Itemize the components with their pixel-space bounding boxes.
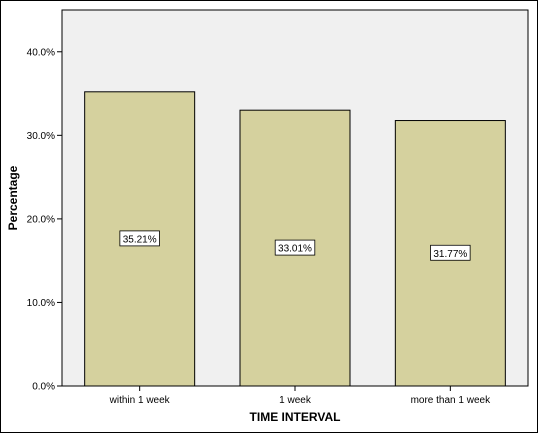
x-axis: within 1 week 1 week more than 1 week [109,386,491,406]
x-axis-title: TIME INTERVAL [250,410,341,424]
data-label-box [430,244,471,261]
x-tick-label: more than 1 week [411,395,491,406]
y-tick-label: 40.0% [27,47,55,58]
data-label-box [119,230,160,247]
data-label: 33.01% [278,244,312,255]
data-label-box [274,239,316,256]
y-tick-label: 0.0% [32,382,55,393]
y-tick-label: 10.0% [27,298,55,309]
x-tick-label: within 1 week [109,395,171,406]
y-axis-title: Percentage [6,165,20,230]
y-axis: 0.0% 10.0% 20.0% 30.0% 40.0% [27,47,62,393]
x-tick-label: 1 week [279,395,312,406]
data-label: 31.77% [433,249,467,260]
data-label: 35.21% [123,234,157,245]
y-tick-label: 30.0% [27,131,55,142]
bars: 35.21% 33.01% 31.77% [84,91,506,387]
y-tick-label: 20.0% [27,214,55,225]
